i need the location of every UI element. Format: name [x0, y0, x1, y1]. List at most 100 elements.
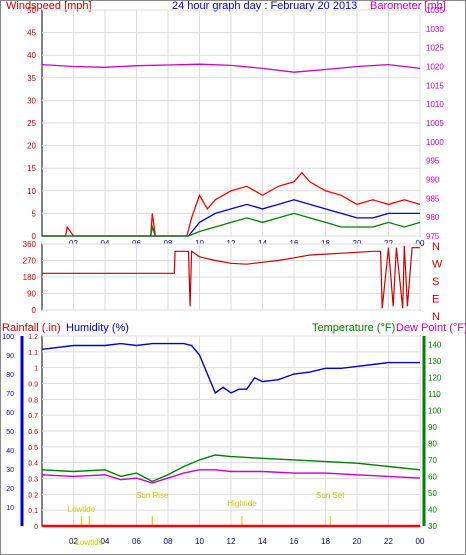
- direction-tick-label: 90: [27, 290, 36, 299]
- x-tick-label: 06: [132, 537, 141, 546]
- event-label: Lowtide: [75, 538, 103, 547]
- rainfall-label: Rainfall (.in): [2, 322, 61, 334]
- compass-label: W: [432, 259, 443, 271]
- rain-tick-label: 0.7: [28, 413, 38, 420]
- compass-label: E: [432, 294, 439, 306]
- rain-tick-label: 1.1: [28, 350, 38, 357]
- rain-tick-label: 0.6: [28, 429, 38, 436]
- rain-tick-label: 0.4: [28, 461, 38, 468]
- temp-tick-label: 70: [428, 456, 437, 465]
- event-label: Sun Rise: [136, 491, 169, 500]
- graph-title: 24 hour graph day : February 20 2013: [172, 0, 357, 12]
- y-right-tick-label: 985: [426, 194, 440, 203]
- x-tick-label: 02: [69, 537, 78, 546]
- barometer-label: Barometer [mb]: [370, 0, 446, 12]
- temp-tick-label: 130: [428, 357, 442, 366]
- y-right-tick-label: 1035: [426, 6, 444, 15]
- x-tick-label: 18: [321, 537, 330, 546]
- y-tick-label: 50: [27, 6, 36, 15]
- rain-tick-label: 0.9: [28, 382, 38, 389]
- x-tick-label: 10: [195, 537, 204, 546]
- humidity-tick-label: 90: [6, 353, 14, 360]
- x-tick-label: 22: [384, 537, 393, 546]
- y-tick-label: 5: [32, 209, 37, 218]
- series-line-wind-average: [42, 199, 420, 237]
- y-tick-label: 40: [27, 51, 36, 60]
- y-tick-label: 35: [27, 74, 36, 83]
- humidity-label: Humidity (%): [66, 322, 129, 334]
- series-line-temperature: [41, 454, 421, 483]
- rain-tick-label: 1: [34, 366, 38, 373]
- humidity-tick-label: 60: [6, 410, 14, 417]
- humidity-tick-label: 70: [6, 391, 14, 398]
- dewpoint-label: Dew Point (°F): [396, 322, 466, 334]
- y-right-tick-label: 1015: [426, 81, 444, 90]
- series-line-humidity: [41, 342, 420, 395]
- windspeed-label: Windspeed [mph]: [6, 0, 92, 12]
- temp-tick-label: 30: [428, 522, 437, 531]
- rain-tick-label: 1.2: [28, 334, 38, 341]
- series-line-wind-gust-low: [42, 212, 421, 237]
- x-tick-label: 08: [164, 537, 173, 546]
- humidity-tick-label: 10: [6, 505, 14, 512]
- direction-tick-label: 180: [23, 273, 37, 282]
- y-tick-label: 0: [32, 232, 37, 241]
- rain-tick-label: 0.1: [28, 508, 38, 515]
- humidity-tick-label: 20: [6, 486, 14, 493]
- y-right-tick-label: 990: [426, 176, 440, 185]
- rain-tick-label: 0.5: [28, 445, 38, 452]
- compass-label: N: [432, 241, 440, 253]
- humidity-tick-label: 100: [2, 334, 14, 341]
- y-tick-label: 25: [27, 119, 36, 128]
- temp-tick-label: 40: [428, 505, 437, 514]
- y-tick-label: 30: [27, 96, 36, 105]
- compass-label: S: [432, 276, 439, 288]
- y-right-tick-label: 1025: [426, 44, 444, 53]
- direction-tick-label: 270: [23, 257, 37, 266]
- temp-tick-label: 100: [428, 406, 442, 415]
- humidity-tick-label: 30: [6, 467, 14, 474]
- event-label: Hightide: [227, 499, 257, 508]
- rain-humidity-temp-panel: Rainfall (.in) Humidity (%) Temperature …: [2, 322, 466, 547]
- y-tick-label: 20: [27, 142, 36, 151]
- x-tick-label: 04: [101, 537, 110, 546]
- y-right-tick-label: 1010: [426, 100, 444, 109]
- y-right-tick-label: 1020: [426, 63, 444, 72]
- y-right-tick-label: 995: [426, 157, 440, 166]
- y-tick-label: 10: [27, 187, 36, 196]
- direction-tick-label: 0: [32, 306, 37, 315]
- y-tick-label: 15: [27, 164, 36, 173]
- series-line-dew-point: [41, 469, 421, 484]
- event-label: Lowtide: [68, 505, 96, 514]
- series-line-wind-direction: [42, 245, 420, 309]
- humidity-tick-label: 40: [6, 448, 14, 455]
- temp-tick-label: 110: [428, 390, 441, 399]
- y-right-tick-label: 1030: [426, 25, 444, 34]
- direction-tick-label: 360: [23, 240, 37, 249]
- event-label: Sun Set: [316, 491, 345, 500]
- wind-barometer-panel: Windspeed [mph] 24 hour graph day : Febr…: [6, 0, 446, 248]
- rain-tick-label: 0.8: [28, 397, 38, 404]
- series-line-barometer: [41, 63, 421, 73]
- temperature-label: Temperature (°F): [312, 322, 395, 334]
- x-tick-label: 12: [227, 537, 236, 546]
- y-right-tick-label: 1005: [426, 119, 444, 128]
- x-tick-label: 00: [416, 537, 425, 546]
- rain-tick-label: 0: [34, 524, 38, 531]
- x-tick-label: 14: [258, 537, 267, 546]
- x-tick-label: 16: [290, 537, 299, 546]
- temp-tick-label: 50: [428, 489, 437, 498]
- y-right-tick-label: 1000: [426, 138, 444, 147]
- humidity-tick-label: 50: [6, 429, 14, 436]
- temp-tick-label: 90: [428, 423, 437, 432]
- y-right-tick-label: 980: [426, 213, 440, 222]
- compass-label: N: [432, 311, 440, 323]
- rain-tick-label: 0.3: [28, 477, 38, 484]
- rain-tick-label: 0.2: [28, 492, 38, 499]
- humidity-tick-label: 80: [6, 372, 14, 379]
- temp-tick-label: 80: [428, 439, 437, 448]
- y-tick-label: 45: [27, 29, 36, 38]
- x-tick-label: 20: [353, 537, 362, 546]
